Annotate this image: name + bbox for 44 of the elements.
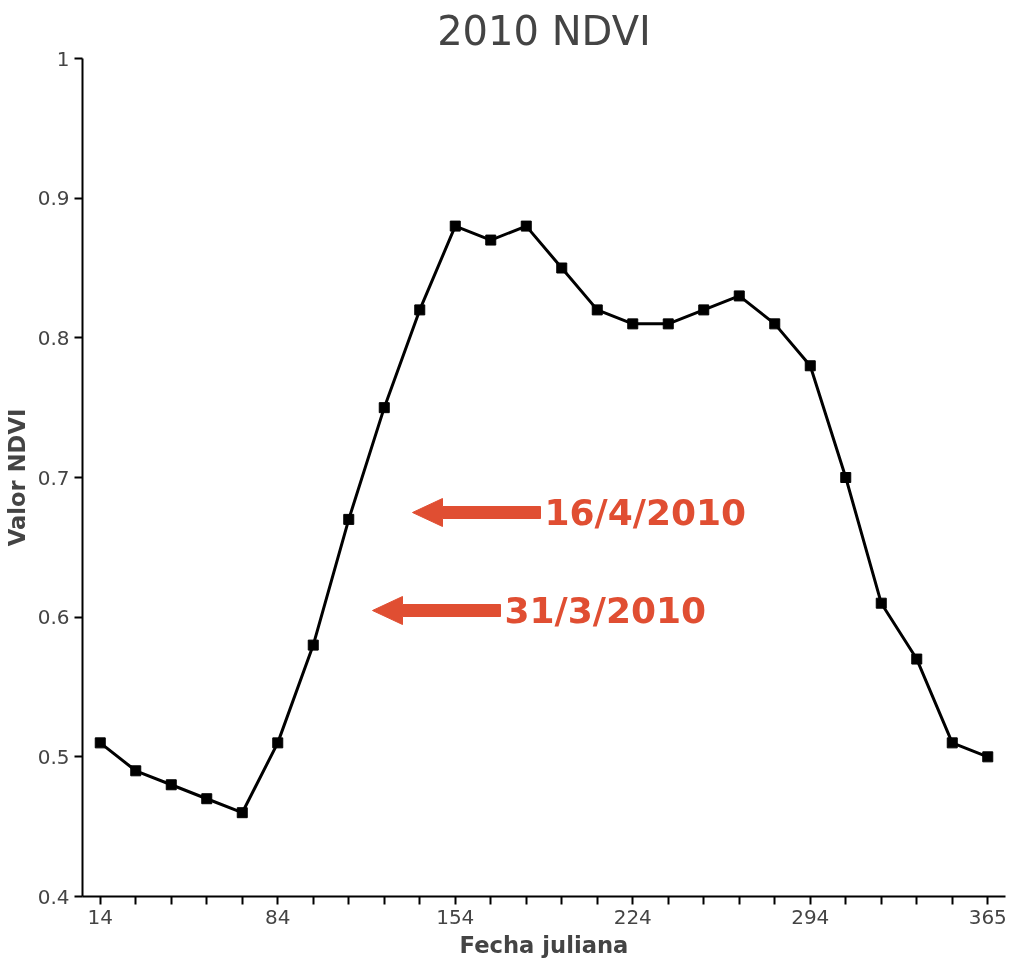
x-tick-label: 224 — [613, 904, 652, 929]
y-tick-label: 0.8 — [37, 325, 70, 350]
point — [485, 234, 497, 246]
y-tick-label: 0.9 — [37, 186, 70, 211]
point — [840, 472, 852, 483]
point — [946, 737, 958, 749]
point — [414, 304, 426, 316]
point — [911, 653, 923, 665]
x-tick-label: 154 — [436, 904, 475, 929]
point — [520, 220, 532, 232]
point — [733, 290, 745, 302]
annotation: 31/3/2010 — [504, 590, 707, 631]
y-axis-title: Valor NDVI — [3, 408, 30, 547]
y-tick-label: 0.7 — [37, 465, 70, 490]
point — [769, 318, 781, 330]
point — [272, 737, 284, 749]
point — [698, 304, 710, 316]
point — [627, 318, 639, 330]
point — [236, 807, 248, 819]
point — [94, 737, 106, 749]
point — [130, 765, 142, 777]
point — [201, 793, 213, 805]
annotation: 16/4/2010 — [544, 492, 747, 533]
x-tick-label: 84 — [265, 904, 291, 929]
point — [449, 220, 461, 232]
point — [556, 262, 568, 274]
x-tick-label: 365 — [968, 904, 1007, 929]
y-tick-label: 0.4 — [37, 884, 70, 909]
point — [165, 779, 177, 791]
point — [307, 639, 319, 651]
x-tick-label: 14 — [87, 904, 113, 929]
x-tick-label: 294 — [791, 904, 830, 929]
chart-title: 2010 NDVI — [437, 7, 651, 54]
point — [982, 751, 994, 763]
point — [804, 360, 816, 372]
point — [591, 304, 603, 316]
y-tick-label: 0.5 — [37, 744, 70, 769]
point — [662, 318, 674, 330]
y-tick-label: 0.6 — [37, 605, 70, 630]
point — [378, 402, 390, 414]
point — [343, 513, 355, 525]
y-tick-label: 1 — [56, 46, 70, 71]
x-axis-title: Fecha juliana — [459, 931, 629, 958]
point — [875, 597, 887, 609]
